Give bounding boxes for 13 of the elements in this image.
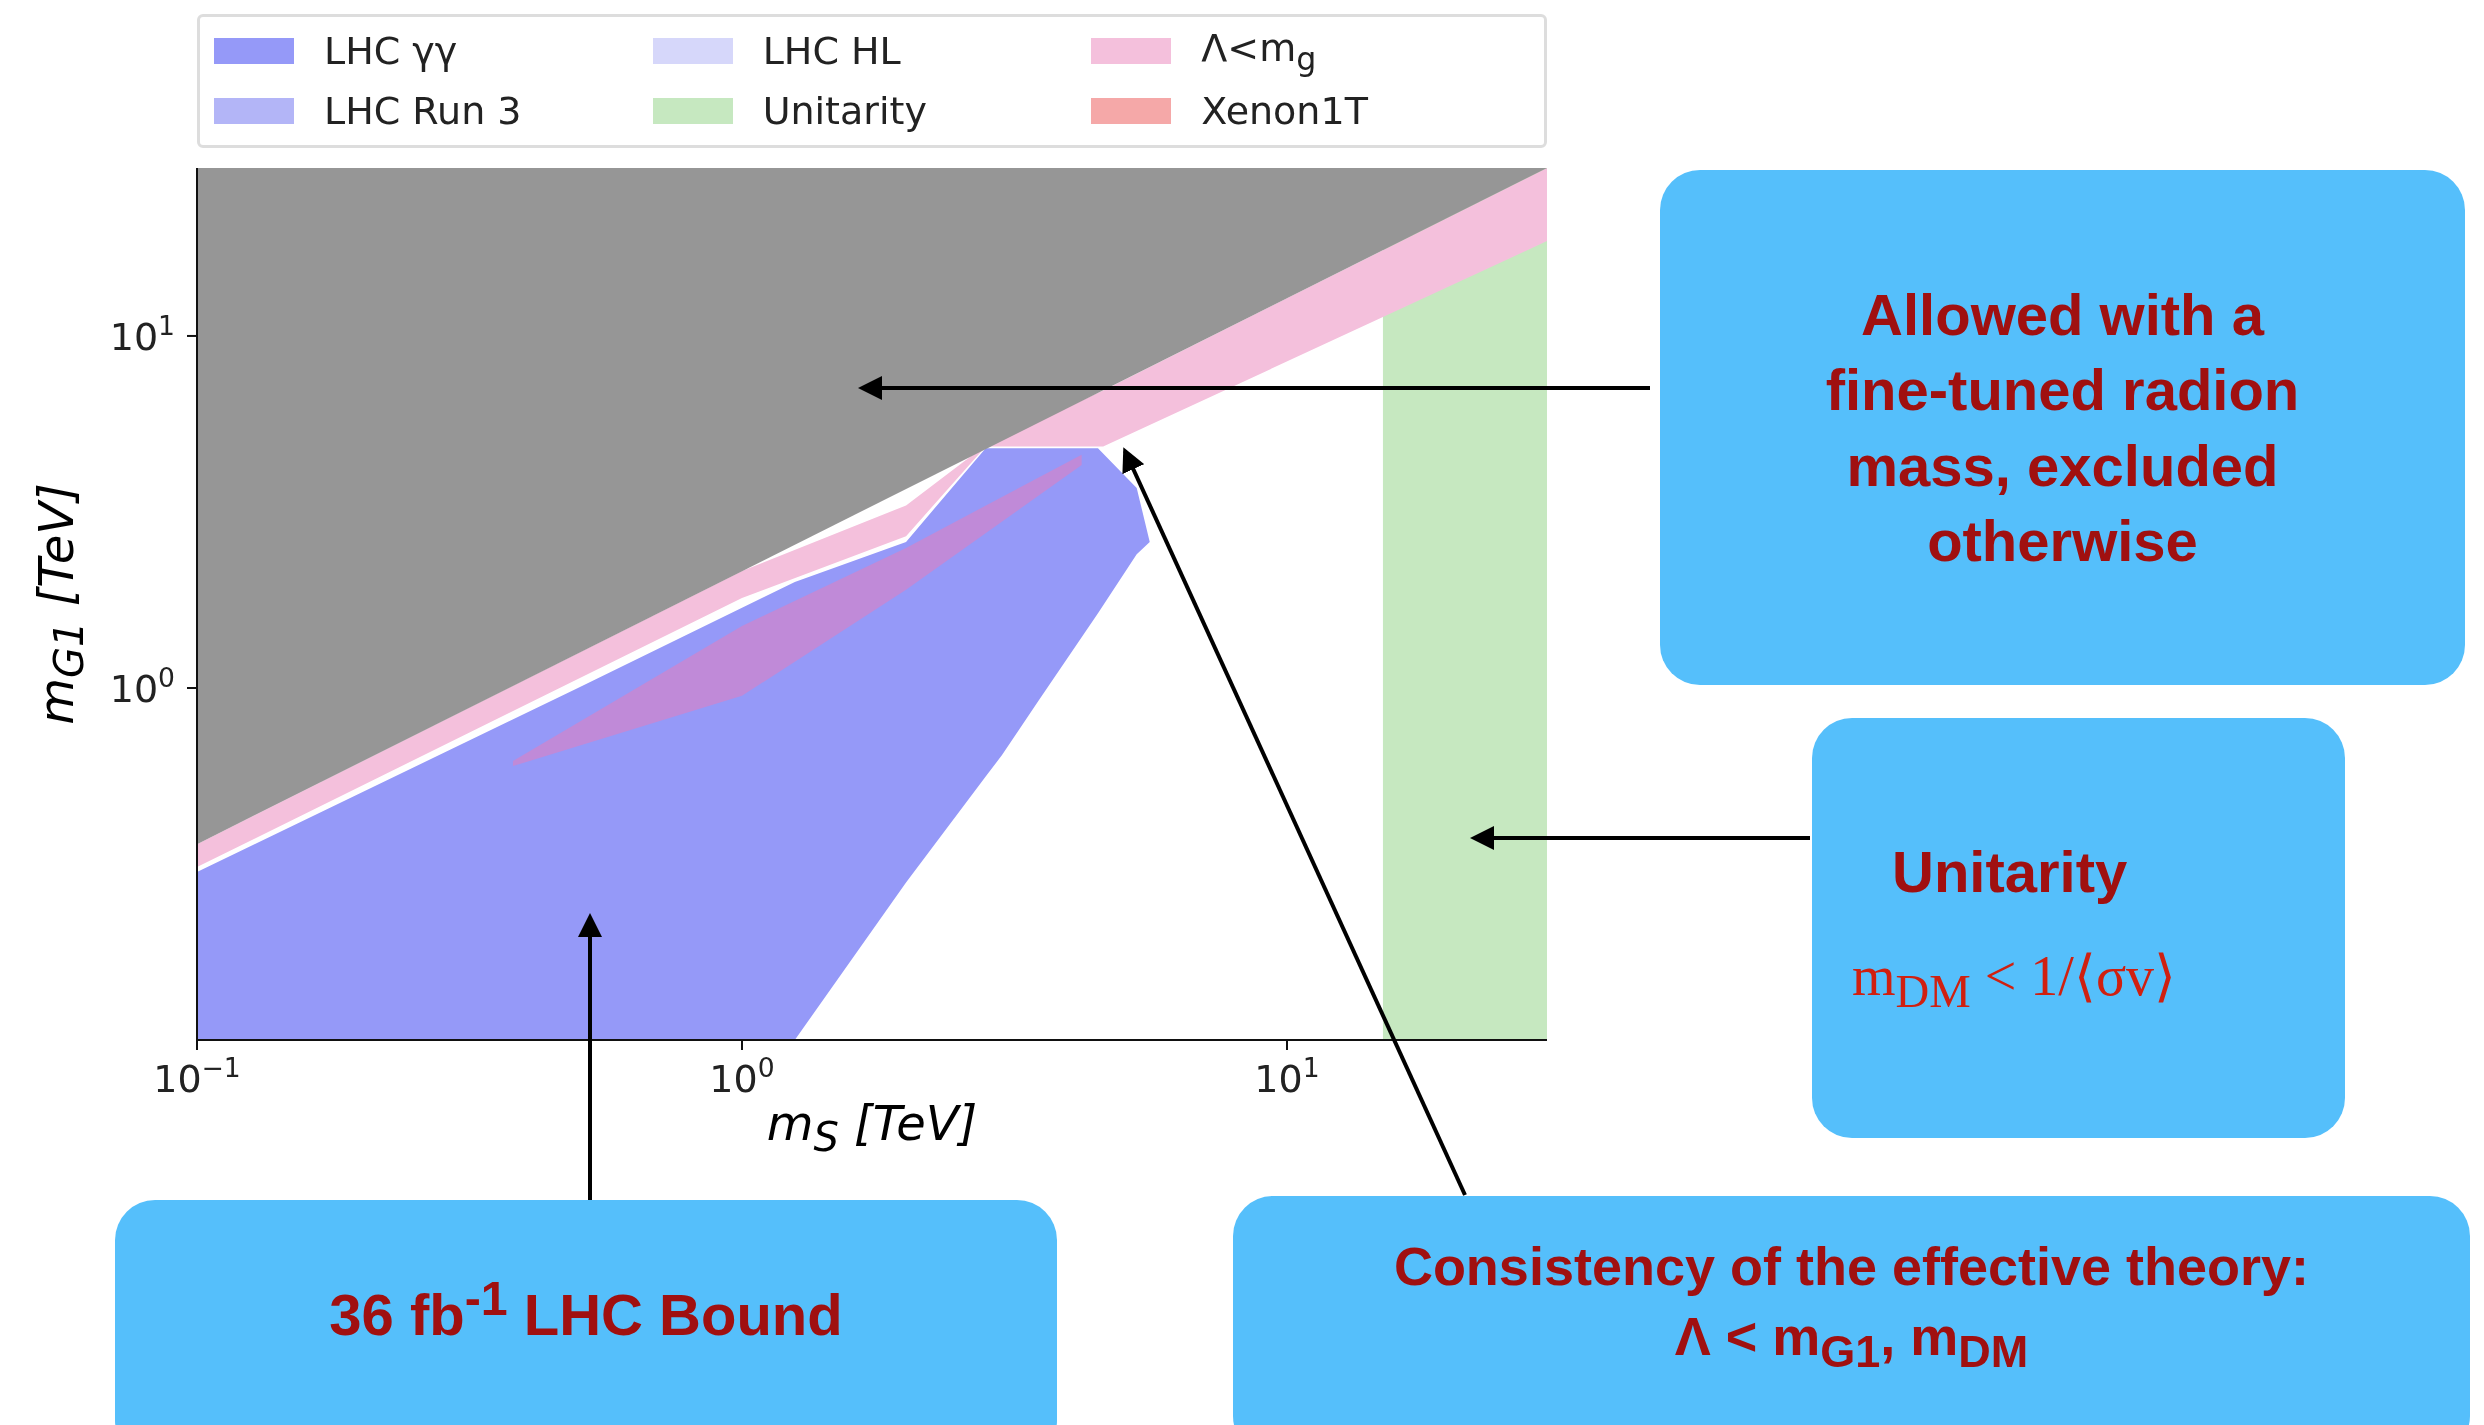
legend-label: LHC Run 3 (324, 89, 522, 133)
legend-label: Xenon1T (1201, 89, 1368, 133)
legend-label: LHC γγ (324, 29, 458, 73)
text: m$_{DM}$ < 1/⟨σv⟩ (1852, 943, 2177, 1019)
text: 36 fb$^{-1}$ LHC Bound (329, 1270, 843, 1350)
x-tick-label: 10$^{−1}$ (153, 1051, 241, 1101)
text: Allowed with a fine-tuned radion mass, excluded otherwise (1824, 280, 2301, 575)
text: Consistency of the effective theory: Λ < m$_{G1}$, m$_{DM}$ (1393, 1234, 2310, 1379)
legend-label: LHC HL (762, 29, 901, 73)
legend-label: Unitarity (762, 89, 927, 133)
text: Unitarity (1892, 838, 2128, 907)
x-tick-label: 10$^{1}$ (1254, 1051, 1320, 1101)
legend-label: Λ<m$_{g}$ (1201, 25, 1317, 77)
